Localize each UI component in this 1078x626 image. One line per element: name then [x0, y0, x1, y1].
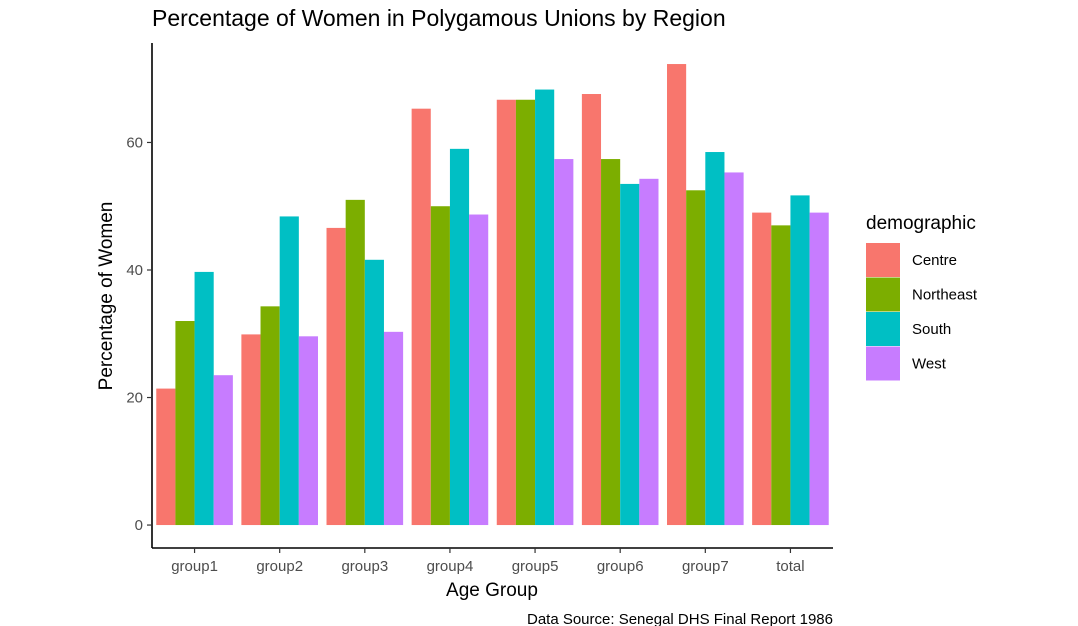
- bar-centre-group2: [241, 334, 261, 526]
- legend-label-west: West: [912, 356, 947, 373]
- y-axis-title: Percentage of Women: [96, 202, 117, 391]
- bar-northeast-group1: [175, 321, 195, 526]
- x-tick-label-group3: group3: [341, 558, 388, 575]
- bar-west-group1: [213, 375, 233, 526]
- bar-northeast-group2: [260, 306, 280, 526]
- legend-title: demographic: [866, 213, 976, 234]
- bar-west-group5: [554, 159, 574, 526]
- bar-centre-group6: [581, 94, 602, 526]
- y-tick-label: 60: [126, 134, 143, 151]
- x-tick-label-group1: group1: [171, 558, 218, 575]
- bar-centre-group5: [496, 99, 516, 526]
- bar-centre-group1: [156, 388, 176, 526]
- x-tick-label-group2: group2: [256, 558, 303, 575]
- bar-west-group3: [383, 331, 404, 526]
- bar-northeast-total: [771, 225, 791, 526]
- legend-label-northeast: Northeast: [912, 287, 978, 304]
- bar-northeast-group7: [686, 190, 706, 526]
- legend-key-south: [866, 312, 900, 346]
- bar-northeast-group6: [601, 159, 621, 526]
- bar-south-group4: [449, 148, 470, 526]
- x-tick-label-group4: group4: [427, 558, 474, 575]
- bars-layer: [156, 64, 829, 526]
- legend-key-northeast: [866, 277, 900, 312]
- bar-centre-group3: [326, 227, 346, 526]
- y-ticks: 0 20 40 60: [126, 134, 152, 534]
- bar-west-group6: [639, 178, 659, 526]
- legend-label-centre: Centre: [912, 252, 957, 269]
- legend-key-centre: [866, 243, 900, 277]
- bar-south-group6: [620, 183, 640, 526]
- bar-south-total: [790, 195, 810, 526]
- bar-northeast-group5: [515, 99, 536, 526]
- x-tick-label-total: total: [776, 558, 804, 575]
- x-ticks: group1 group2 group3 group4 group5 group6 grou…: [171, 548, 805, 575]
- legend-label-south: South: [912, 321, 951, 338]
- bar-centre-total: [752, 212, 772, 526]
- chart-title: Percentage of Women in Polygamous Unions…: [152, 5, 726, 31]
- bar-south-group5: [535, 89, 555, 526]
- bar-west-group2: [298, 336, 318, 526]
- bar-west-group7: [724, 172, 744, 526]
- bar-south-group7: [705, 152, 725, 526]
- x-tick-label-group7: group7: [682, 558, 729, 575]
- x-tick-label-group5: group5: [512, 558, 559, 575]
- bar-northeast-group3: [345, 199, 365, 526]
- data-source-caption: Data Source: Senegal DHS Final Report 19…: [527, 611, 833, 626]
- legend-key-west: [866, 346, 900, 381]
- x-axis-title: Age Group: [446, 580, 538, 601]
- bar-south-group3: [364, 259, 384, 526]
- legend: Centre Northeast South West: [866, 243, 978, 381]
- bar-centre-group7: [667, 64, 687, 526]
- bar-west-total: [809, 212, 829, 526]
- bar-centre-group4: [411, 108, 431, 526]
- y-tick-label: 0: [135, 517, 143, 534]
- bar-west-group4: [469, 214, 489, 526]
- bar-northeast-group4: [430, 206, 450, 526]
- bar-south-group1: [194, 271, 214, 526]
- x-tick-label-group6: group6: [597, 558, 644, 575]
- bar-south-group2: [279, 216, 299, 526]
- y-tick-label: 20: [126, 390, 143, 407]
- y-tick-label: 40: [126, 262, 143, 279]
